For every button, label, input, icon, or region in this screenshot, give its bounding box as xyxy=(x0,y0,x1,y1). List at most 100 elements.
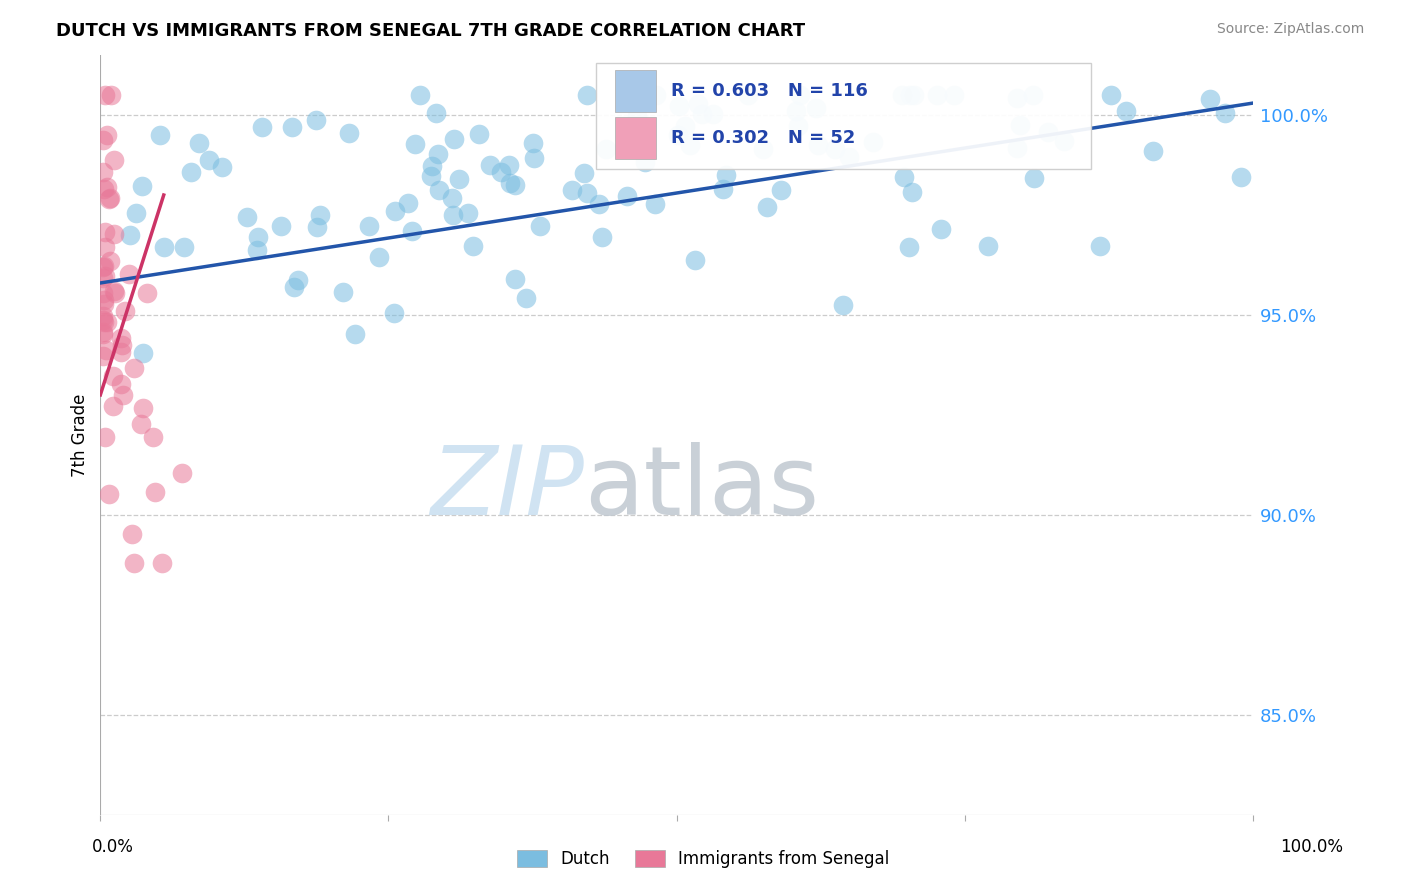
Point xyxy=(270,219,292,233)
Point xyxy=(112,388,135,402)
Point xyxy=(100,88,122,103)
Text: R = 0.302   N = 52: R = 0.302 N = 52 xyxy=(671,129,855,147)
Point xyxy=(515,291,537,305)
Point xyxy=(96,180,118,194)
Point xyxy=(143,485,166,500)
Point xyxy=(396,196,419,211)
Point xyxy=(591,230,613,244)
Point xyxy=(101,368,124,383)
Point xyxy=(576,88,599,103)
Point xyxy=(523,151,546,165)
Point xyxy=(359,219,381,233)
Text: ZIP: ZIP xyxy=(430,442,585,534)
Point xyxy=(1213,105,1236,120)
Point xyxy=(787,119,810,133)
Point xyxy=(461,239,484,253)
Y-axis label: 7th Grade: 7th Grade xyxy=(72,393,89,476)
Point xyxy=(101,399,124,413)
Point xyxy=(91,260,114,274)
Text: 100.0%: 100.0% xyxy=(1279,838,1343,855)
Point xyxy=(103,153,125,167)
Point xyxy=(824,142,846,156)
Point xyxy=(114,304,136,318)
Point xyxy=(891,88,914,103)
Point xyxy=(122,361,145,376)
Point xyxy=(901,186,924,200)
Point xyxy=(118,267,141,281)
Point xyxy=(91,327,114,342)
Bar xyxy=(616,118,655,159)
Point xyxy=(1053,134,1076,148)
Point xyxy=(1115,103,1137,118)
Point xyxy=(929,222,952,236)
Text: 0.0%: 0.0% xyxy=(91,838,134,855)
Point xyxy=(118,228,141,243)
Point xyxy=(197,153,219,167)
Point xyxy=(94,268,117,283)
Text: Source: ZipAtlas.com: Source: ZipAtlas.com xyxy=(1216,22,1364,37)
Point xyxy=(180,165,202,179)
Text: DUTCH VS IMMIGRANTS FROM SENEGAL 7TH GRADE CORRELATION CHART: DUTCH VS IMMIGRANTS FROM SENEGAL 7TH GRA… xyxy=(56,22,806,40)
Point xyxy=(152,239,174,253)
Point xyxy=(737,88,759,103)
Point xyxy=(173,240,195,254)
Point xyxy=(132,401,155,415)
Point xyxy=(832,298,855,312)
Point xyxy=(246,230,269,244)
Point xyxy=(93,259,115,273)
Point xyxy=(97,487,120,501)
Point xyxy=(862,136,884,150)
Point xyxy=(305,219,328,234)
Point xyxy=(149,128,172,142)
Bar xyxy=(616,70,655,112)
Point xyxy=(893,170,915,185)
Point xyxy=(572,166,595,180)
Point xyxy=(93,182,115,196)
Point xyxy=(425,106,447,120)
Point xyxy=(522,136,544,150)
Point xyxy=(344,326,367,341)
Point xyxy=(690,107,713,121)
Point xyxy=(626,109,648,123)
Point xyxy=(702,107,724,121)
Point xyxy=(104,285,127,300)
Point xyxy=(91,165,114,179)
Point xyxy=(401,224,423,238)
Point xyxy=(1022,170,1045,185)
Point xyxy=(236,210,259,224)
Point xyxy=(505,178,527,192)
Text: R = 0.603   N = 116: R = 0.603 N = 116 xyxy=(671,82,868,100)
Point xyxy=(770,183,793,197)
Point xyxy=(91,286,114,301)
Point xyxy=(478,158,501,172)
Point xyxy=(468,127,491,141)
Point xyxy=(634,154,657,169)
Point xyxy=(91,133,114,147)
Point xyxy=(110,377,132,392)
Point xyxy=(93,226,115,240)
Point xyxy=(668,98,690,112)
Point xyxy=(91,349,114,363)
Point xyxy=(94,343,117,358)
Point xyxy=(491,164,513,178)
Point xyxy=(427,183,450,197)
Point xyxy=(752,142,775,156)
Point xyxy=(91,313,114,327)
Point xyxy=(1005,140,1028,154)
Point xyxy=(561,183,583,197)
Point xyxy=(94,429,117,443)
Point xyxy=(384,204,406,219)
Point xyxy=(367,250,389,264)
Point xyxy=(332,285,354,299)
Point xyxy=(427,146,450,161)
Point xyxy=(440,191,463,205)
Point xyxy=(443,132,465,146)
Point xyxy=(93,240,115,254)
Point xyxy=(110,338,132,352)
Point xyxy=(1230,170,1253,185)
Point xyxy=(419,169,441,184)
Point xyxy=(211,160,233,174)
Point xyxy=(94,88,117,103)
Point xyxy=(124,556,146,570)
Point xyxy=(529,219,551,233)
